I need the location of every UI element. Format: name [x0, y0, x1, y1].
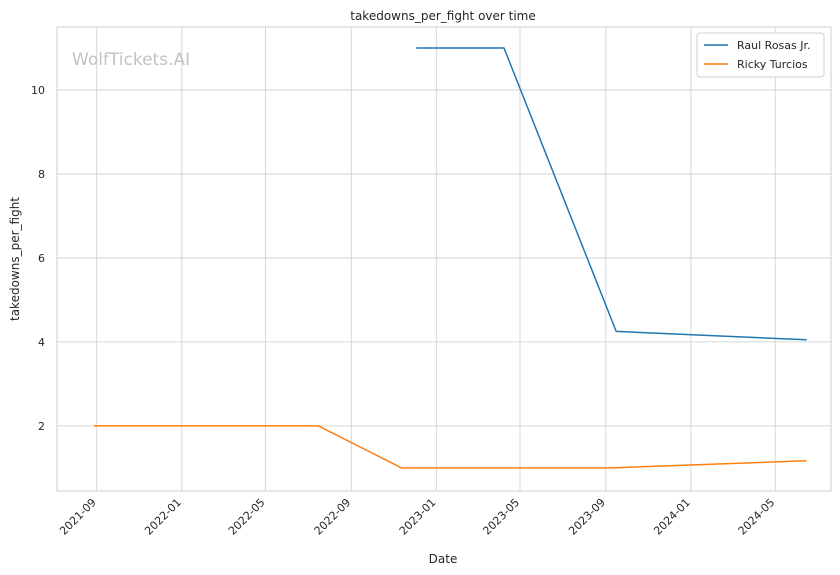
x-tick-label: 2022-05 — [226, 496, 268, 538]
gridlines — [57, 27, 831, 491]
series-line-2 — [94, 425, 807, 469]
series-lines — [94, 47, 807, 469]
y-tick-label: 6 — [38, 252, 45, 265]
tick-labels: 2021-09 2022-01 2022-05 2022-09 2023-01 2023-… — [31, 84, 777, 538]
x-tick-label: 2022-09 — [312, 496, 354, 538]
x-tick-label: 2022-01 — [142, 496, 184, 538]
x-tick-label: 2024-05 — [736, 496, 778, 538]
x-tick-label: 2023-01 — [397, 496, 439, 538]
legend-box — [696, 32, 825, 78]
plot-area-frame — [56, 26, 832, 492]
x-tick-label: 2023-05 — [480, 496, 522, 538]
series-line-1 — [416, 47, 807, 341]
x-axis-label: Date — [429, 552, 458, 566]
x-tick-label: 2021-09 — [57, 496, 99, 538]
y-tick-label: 4 — [38, 336, 45, 349]
x-tick-label: 2023-09 — [566, 496, 608, 538]
chart-title: takedowns_per_fight over time — [350, 9, 536, 23]
legend: Raul Rosas Jr. Ricky Turcios — [696, 32, 825, 78]
y-axis-label: takedowns_per_fight — [8, 197, 22, 321]
x-tick-label: 2024-01 — [651, 496, 693, 538]
watermark: WolfTickets.AI — [72, 50, 190, 70]
y-tick-label: 10 — [31, 84, 45, 97]
legend-label-2: Ricky Turcios — [737, 58, 808, 71]
y-tick-label: 2 — [38, 420, 45, 433]
y-tick-label: 8 — [38, 168, 45, 181]
legend-label-1: Raul Rosas Jr. — [737, 39, 811, 52]
